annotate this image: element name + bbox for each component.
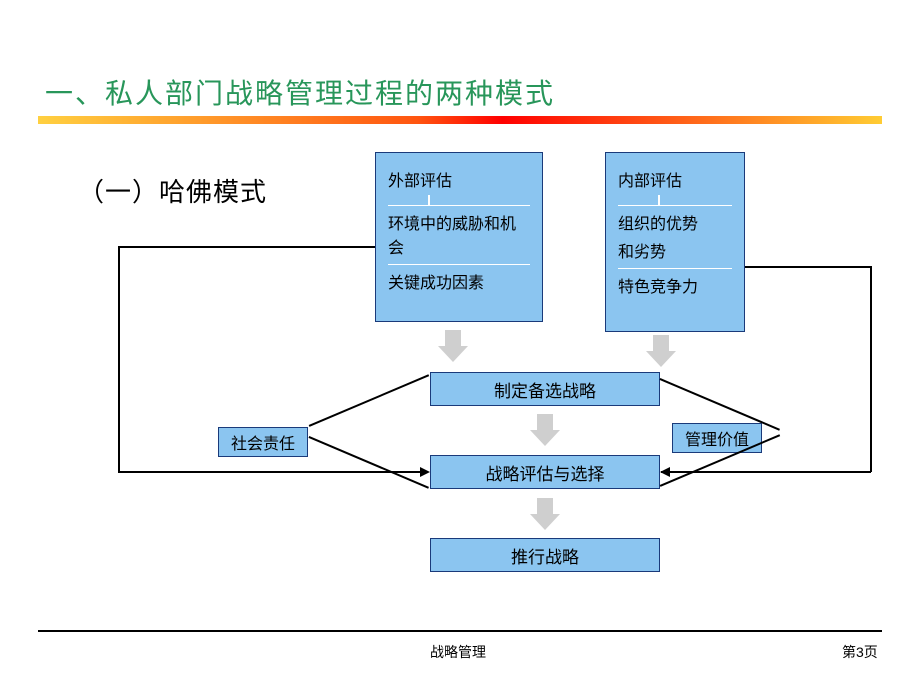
arrowhead-icon [420, 467, 430, 477]
arrow-down-icon [648, 335, 674, 369]
section-subtitle: （一）哈佛模式 [78, 172, 267, 209]
footer-line [38, 630, 882, 632]
arrow-down-icon [532, 414, 558, 448]
connector-line [118, 246, 120, 472]
footer-page: 第3页 [842, 642, 878, 662]
eval-select-box: 战略评估与选择 [430, 455, 660, 489]
connector-line [118, 471, 428, 473]
diagonal-connector [309, 436, 429, 488]
page-title: 一、私人部门战略管理过程的两种模式 [45, 72, 555, 112]
alt-strategy-box: 制定备选战略 [430, 372, 660, 406]
implement-box: 推行战略 [430, 538, 660, 572]
connector-line [870, 266, 872, 472]
connector-line [745, 266, 871, 268]
arrow-down-icon [532, 498, 558, 532]
connector-line [118, 246, 375, 248]
title-underline [38, 116, 882, 124]
internal-eval-box: 内部评估组织的优势和劣势特色竞争力 [605, 152, 745, 332]
arrow-down-icon [440, 330, 466, 364]
arrowhead-icon [660, 467, 670, 477]
diagonal-connector [309, 374, 429, 426]
external-eval-box: 外部评估环境中的威胁和机会关键成功因素 [375, 152, 543, 322]
social-resp-box: 社会责任 [218, 427, 308, 457]
footer-center: 战略管理 [430, 642, 486, 662]
